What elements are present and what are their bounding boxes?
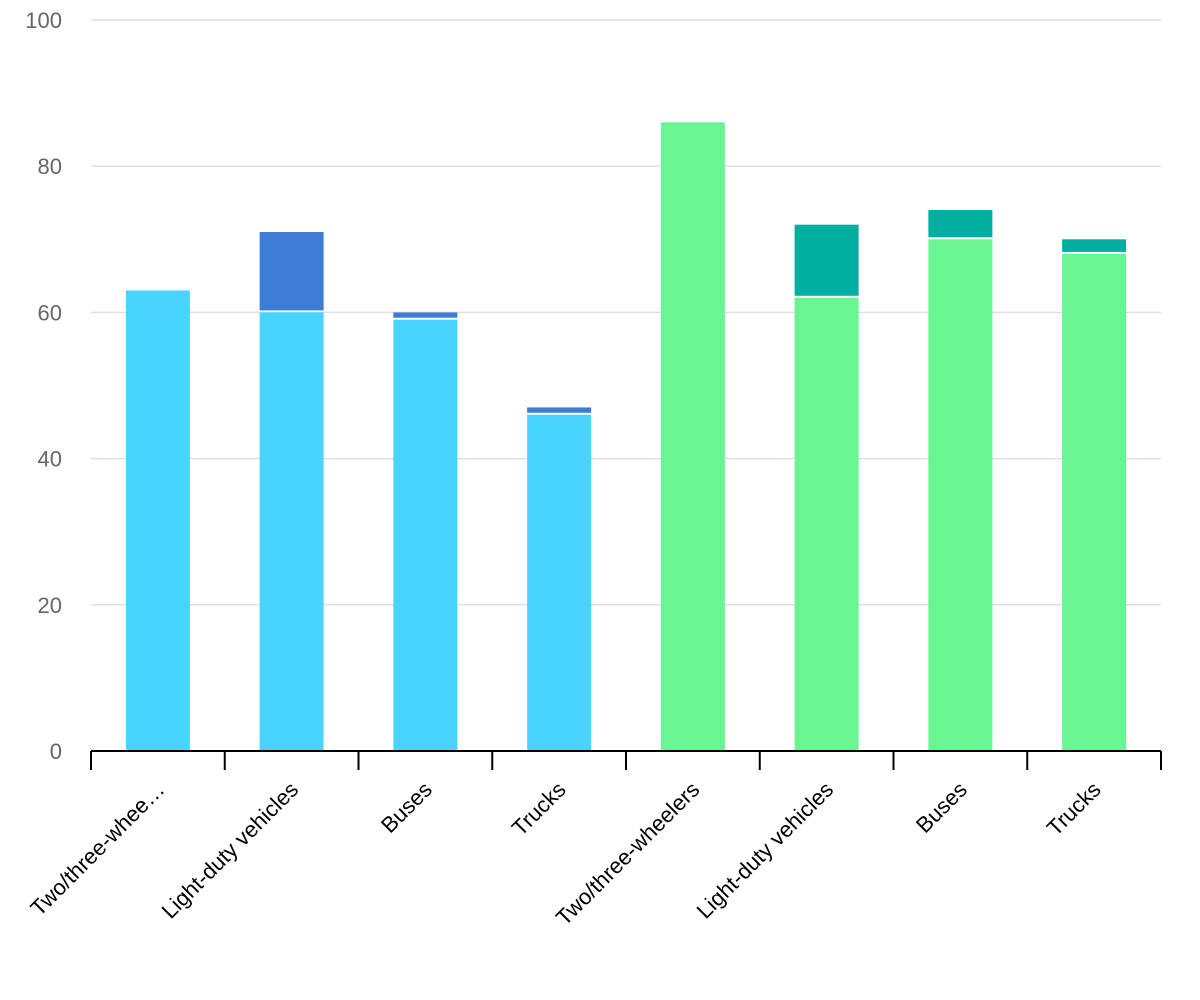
y-tick-label: 20 <box>38 593 62 618</box>
x-tick-label: Trucks <box>1042 777 1106 841</box>
y-axis-tick-labels: 0 20 40 60 80 100 <box>25 8 62 764</box>
y-tick-label: 100 <box>25 8 62 33</box>
x-axis-tick-labels: Two/three-whee…Light-duty vehicles Buses T… <box>25 777 1105 930</box>
x-tick-label: Buses <box>376 777 437 838</box>
bar-base-segment <box>660 122 725 752</box>
y-tick-label: 80 <box>38 154 62 179</box>
bar-base-segment <box>794 297 859 751</box>
bar-top-segment <box>794 224 859 296</box>
y-tick-label: 60 <box>38 300 62 325</box>
x-tick-label: Two/three-wheelers <box>551 777 704 930</box>
x-tick-label: Light-duty vehicles <box>157 777 304 924</box>
bar-top-segment <box>928 210 993 238</box>
bar-base-segment <box>928 239 993 752</box>
bars <box>125 122 1127 752</box>
x-tick-label: Buses <box>911 777 972 838</box>
bar-top-segment <box>259 231 324 311</box>
bar-base-segment <box>259 312 324 751</box>
x-tick-label: Trucks <box>507 777 571 841</box>
x-axis <box>90 750 1162 770</box>
bar-base-segment <box>1062 253 1127 752</box>
bar-base-segment <box>393 319 458 751</box>
bar-top-segment <box>393 312 458 318</box>
bar-top-segment <box>1062 239 1127 252</box>
x-tick-label: Two/three-whee… <box>25 777 169 921</box>
y-tick-label: 40 <box>38 447 62 472</box>
bar-top-segment <box>527 407 592 413</box>
bar-base-segment <box>125 290 190 751</box>
gridlines <box>91 19 1161 606</box>
bar-base-segment <box>527 414 592 751</box>
y-tick-label: 0 <box>50 739 62 764</box>
x-tick-label: Light-duty vehicles <box>692 777 839 924</box>
